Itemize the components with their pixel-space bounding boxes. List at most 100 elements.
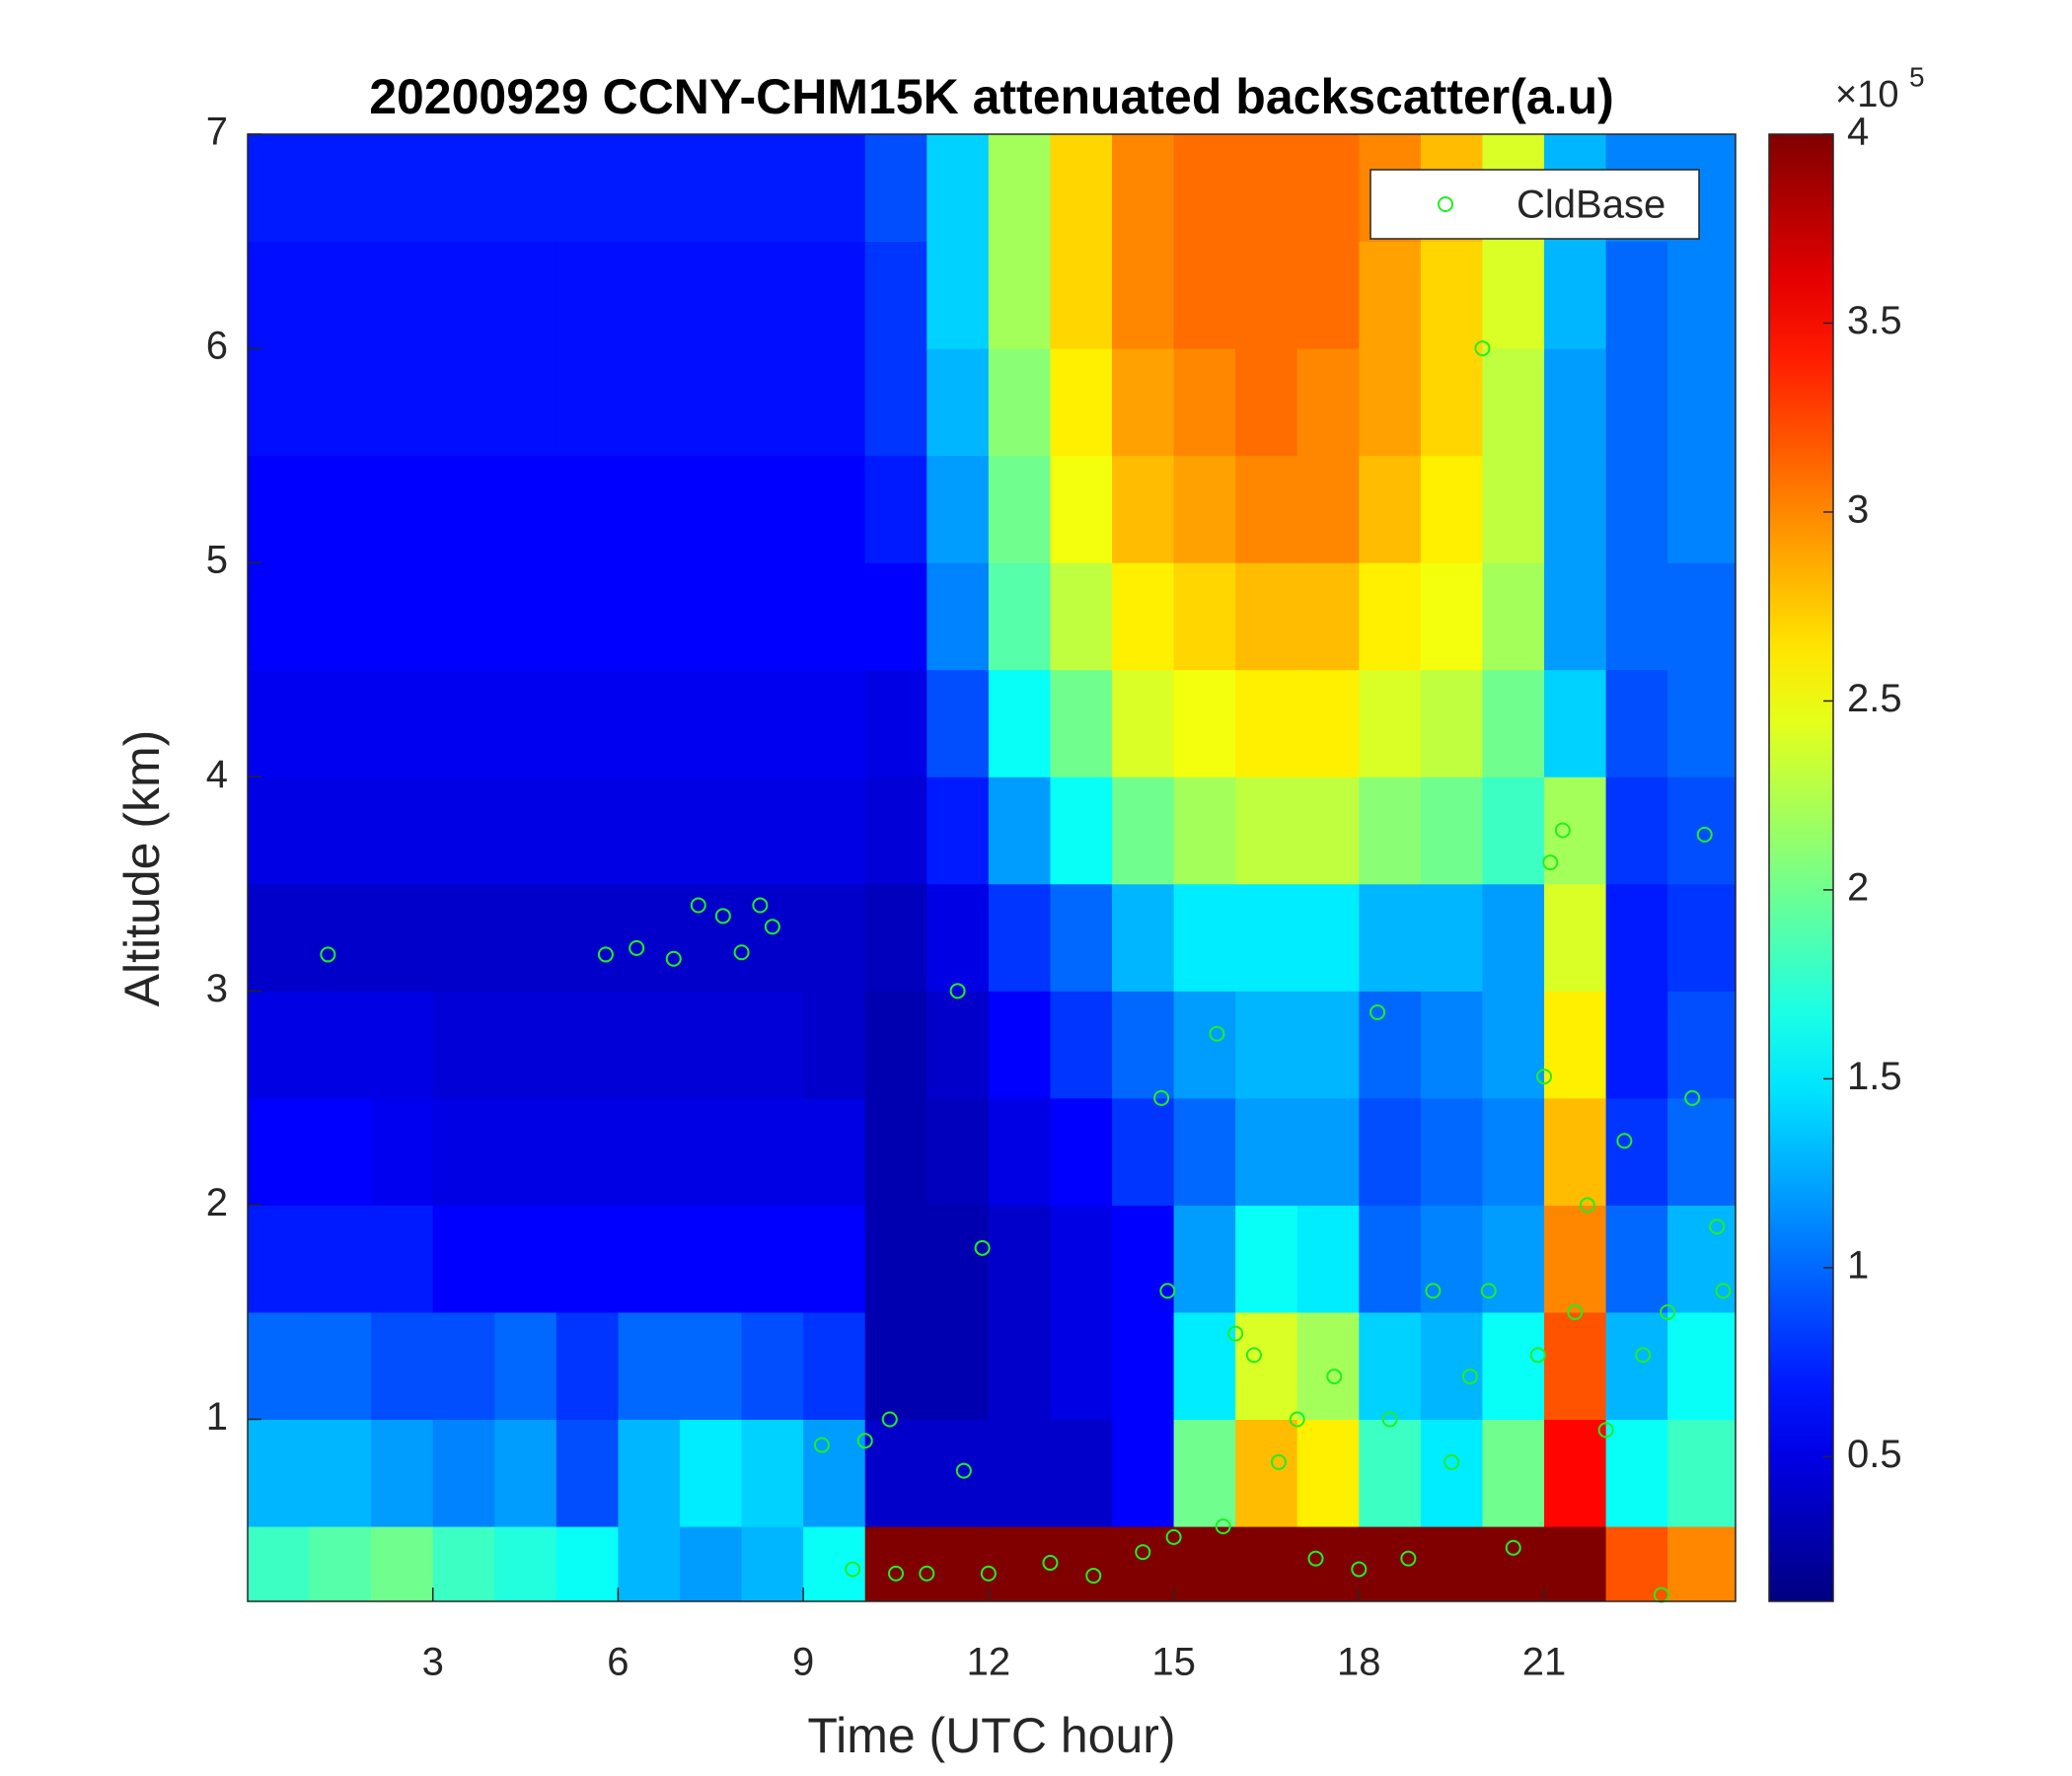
- heatmap-cell: [309, 1526, 372, 1602]
- heatmap-cell: [1050, 455, 1113, 563]
- heatmap-cell: [309, 1419, 372, 1527]
- heatmap-cell: [432, 241, 495, 349]
- cloud-base-point: [1480, 1283, 1497, 1299]
- heatmap-cell: [1296, 348, 1360, 457]
- y-tick-label: 7: [206, 111, 228, 154]
- heatmap-cell: [926, 241, 990, 349]
- cloud-base-point: [1474, 340, 1491, 357]
- heatmap-cell: [494, 1526, 557, 1602]
- heatmap-cell: [1112, 1526, 1175, 1602]
- heatmap-cell: [618, 1097, 681, 1206]
- heatmap-cell: [618, 348, 681, 457]
- heatmap-cell: [1667, 241, 1737, 349]
- heatmap-cell: [1482, 1205, 1545, 1313]
- heatmap-cell: [1605, 1205, 1668, 1313]
- heatmap-cell: [1050, 883, 1113, 992]
- colorbar-tick-label: 0.5: [1847, 1433, 1902, 1476]
- heatmap-cell: [309, 241, 372, 349]
- colorbar-tick-label: 1.5: [1847, 1055, 1902, 1098]
- heatmap-cell: [309, 1097, 372, 1206]
- heatmap-cell: [432, 134, 495, 243]
- cloud-base-point: [629, 939, 645, 956]
- legend-label: CldBase: [1517, 184, 1665, 227]
- heatmap-cell: [1050, 1205, 1113, 1313]
- heatmap-cell: [988, 455, 1051, 563]
- heatmap-cell: [1605, 562, 1668, 671]
- heatmap-cell: [1482, 241, 1545, 349]
- heatmap-cell: [803, 134, 866, 243]
- cloud-base-point: [955, 1462, 972, 1479]
- heatmap-cell: [1235, 991, 1298, 1099]
- heatmap-cell: [555, 348, 619, 457]
- axes-box: [247, 133, 1737, 1602]
- heatmap-cell: [555, 134, 619, 243]
- heatmap-cell: [680, 455, 743, 563]
- heatmap-cell: [988, 348, 1051, 457]
- heatmap-cell: [1544, 348, 1607, 457]
- heatmap-cell: [371, 1205, 434, 1313]
- heatmap-cell: [741, 883, 804, 992]
- heatmap-cell: [248, 777, 311, 885]
- heatmap-cell: [309, 1311, 372, 1420]
- heatmap-cell: [1544, 1097, 1607, 1206]
- cloud-base-point: [1042, 1554, 1059, 1571]
- heatmap-cell: [1050, 777, 1113, 885]
- heatmap-cell: [494, 348, 557, 457]
- heatmap-cell: [1235, 134, 1298, 243]
- cloud-base-point: [1165, 1528, 1182, 1545]
- heatmap-cell: [555, 991, 619, 1099]
- heatmap-cell: [1482, 1526, 1545, 1602]
- heatmap-cell: [1296, 1311, 1360, 1420]
- heatmap-cell: [248, 134, 311, 243]
- chart-title: 20200929 CCNY-CHM15K attenuated backscat…: [369, 69, 1614, 124]
- heatmap-cell: [988, 562, 1051, 671]
- heatmap-cell: [1173, 241, 1236, 349]
- heatmap-cell: [248, 1205, 311, 1313]
- heatmap-cell: [1173, 1419, 1236, 1527]
- heatmap-cell: [1050, 1311, 1113, 1420]
- cloud-base-point: [764, 919, 780, 935]
- heatmap-cell: [803, 1097, 866, 1206]
- heatmap-cell: [371, 1526, 434, 1602]
- heatmap-cell: [988, 669, 1051, 777]
- cloud-base-point: [813, 1437, 830, 1453]
- heatmap-cell: [988, 991, 1051, 1099]
- heatmap-cell: [1420, 1205, 1483, 1313]
- heatmap-cell: [1296, 455, 1360, 563]
- heatmap-cell: [741, 1419, 804, 1527]
- cloud-base-point: [320, 946, 336, 963]
- heatmap-cell: [1050, 348, 1113, 457]
- heatmap-cell: [432, 562, 495, 671]
- heatmap-cell: [864, 1205, 927, 1313]
- heatmap-cell: [680, 669, 743, 777]
- heatmap-cell: [926, 348, 990, 457]
- heatmap-cell: [1482, 348, 1545, 457]
- heatmap-cell: [680, 241, 743, 349]
- heatmap-cell: [1050, 1526, 1113, 1602]
- y-tick-label: 3: [206, 967, 228, 1010]
- heatmap-cell: [1173, 777, 1236, 885]
- heatmap-cell: [309, 562, 372, 671]
- heatmap-cell: [494, 991, 557, 1099]
- heatmap-cell: [1544, 991, 1607, 1099]
- heatmap-cell: [1173, 1097, 1236, 1206]
- cloud-base-point: [1085, 1567, 1102, 1584]
- heatmap-cell: [371, 134, 434, 243]
- heatmap-cell: [1667, 883, 1737, 992]
- heatmap-cell: [555, 241, 619, 349]
- colorbar-tick-label: 3: [1847, 488, 1869, 532]
- heatmap-cell: [248, 241, 311, 349]
- x-tick-label: 21: [1522, 1641, 1567, 1684]
- heatmap-cell: [1482, 1419, 1545, 1527]
- heatmap-cell: [1605, 455, 1668, 563]
- heatmap-cell: [1112, 777, 1175, 885]
- heatmap-cell: [1112, 1097, 1175, 1206]
- heatmap-cell: [248, 669, 311, 777]
- heatmap-cell: [618, 883, 681, 992]
- heatmap-cell: [494, 562, 557, 671]
- heatmap-cell: [618, 1526, 681, 1602]
- colorbar: [1768, 133, 1834, 1602]
- cloud-base-point: [1215, 1518, 1231, 1535]
- heatmap-cell: [555, 455, 619, 563]
